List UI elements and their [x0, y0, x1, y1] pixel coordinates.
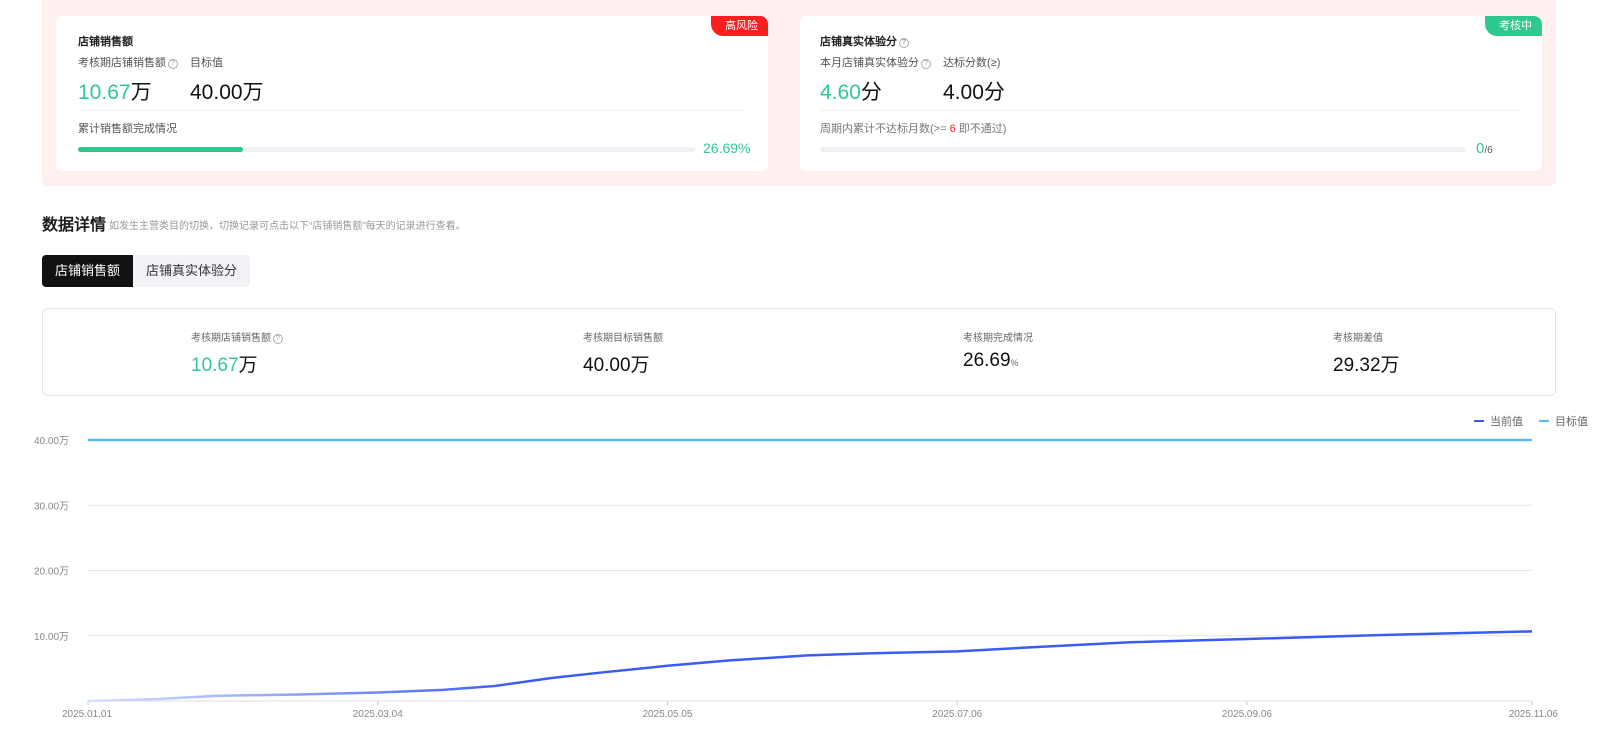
- tab-experience-score[interactable]: 店铺真实体验分: [133, 255, 251, 287]
- help-icon[interactable]: ?: [921, 59, 931, 69]
- y-tick-label: 10.00万: [34, 632, 69, 643]
- y-tick-label: 40.00万: [34, 436, 69, 447]
- sales-progress-text: 26.69%: [703, 140, 751, 156]
- help-icon[interactable]: ?: [899, 38, 909, 48]
- help-icon[interactable]: ?: [273, 334, 283, 344]
- stat-current-sales: 考核期店铺销售额? 10.67万: [191, 329, 283, 377]
- x-tick-label: 2025.05.05: [642, 709, 692, 720]
- stat-target-sales: 考核期目标销售额 40.00万: [583, 333, 663, 376]
- target-label: 目标值: [190, 57, 223, 69]
- current-value-line: [87, 630, 1533, 703]
- y-tick-label: 30.00万: [34, 501, 69, 512]
- divider: [820, 110, 1520, 111]
- experience-card-title: 店铺真实体验分: [820, 36, 897, 48]
- current-score-value: 4.60分: [820, 81, 882, 104]
- fail-months-label: 周期内累计不达标月数(>= 6 即不通过): [820, 123, 1007, 135]
- stat-completion: 考核期完成情况 26.69%: [963, 333, 1033, 371]
- current-sales-label: 考核期店铺销售额: [78, 57, 166, 69]
- section-title: 数据详情: [42, 217, 107, 234]
- current-sales-value: 10.67万: [78, 81, 152, 104]
- sales-progress-bar: [78, 147, 695, 152]
- status-badge: 考核中: [1485, 16, 1542, 36]
- tab-sales[interactable]: 店铺销售额: [42, 255, 134, 287]
- sales-card: 店铺销售额 高风险 考核期店铺销售额? 目标值 10.67万 40.00万 累计…: [56, 16, 768, 171]
- stat-difference: 考核期差值 29.32万: [1333, 333, 1400, 376]
- x-tick-label: 2025.09.06: [1222, 709, 1272, 720]
- x-tick-label: 2025.11.06: [1509, 709, 1559, 720]
- legend-item-target[interactable]: 目标值: [1539, 413, 1588, 429]
- risk-badge: 高风险: [711, 16, 768, 36]
- y-tick-label: 20.00万: [34, 567, 69, 578]
- chart-legend: 当前值 目标值: [1474, 413, 1588, 429]
- current-score-label: 本月店铺真实体验分: [820, 57, 919, 69]
- sales-trend-chart: 40.00万 30.00万 20.00万 10.00万 2025.01.01 2025.0…: [34, 436, 1559, 720]
- x-tick-label: 2025.07.06: [932, 709, 982, 720]
- tab-bar: 店铺销售额 店铺真实体验分: [42, 255, 251, 287]
- section-hint: 如发生主营类目的切换，切换记录可点击以下“店铺销售额”每天的记录进行查看。: [109, 221, 466, 232]
- stats-summary: 考核期店铺销售额? 10.67万 考核期目标销售额 40.00万 考核期完成情况…: [42, 308, 1556, 396]
- legend-item-current[interactable]: 当前值: [1474, 413, 1523, 429]
- target-value: 40.00万: [190, 81, 264, 104]
- progress-label: 累计销售额完成情况: [78, 123, 177, 135]
- target-score-value: 4.00分: [943, 81, 1005, 104]
- sales-card-title: 店铺销售额: [78, 36, 133, 48]
- experience-card: 店铺真实体验分? 考核中 本月店铺真实体验分? 达标分数(≥) 4.60分 4.…: [800, 16, 1542, 171]
- fail-months-progress-bar: [820, 147, 1466, 152]
- fail-months-count: 0/6: [1476, 140, 1493, 157]
- help-icon[interactable]: ?: [168, 59, 178, 69]
- divider: [78, 110, 746, 111]
- target-score-label: 达标分数(≥): [943, 57, 1001, 69]
- x-tick-label: 2025.01.01: [62, 709, 112, 720]
- sales-progress-fill: [78, 147, 243, 152]
- x-tick-label: 2025.03.04: [353, 709, 403, 720]
